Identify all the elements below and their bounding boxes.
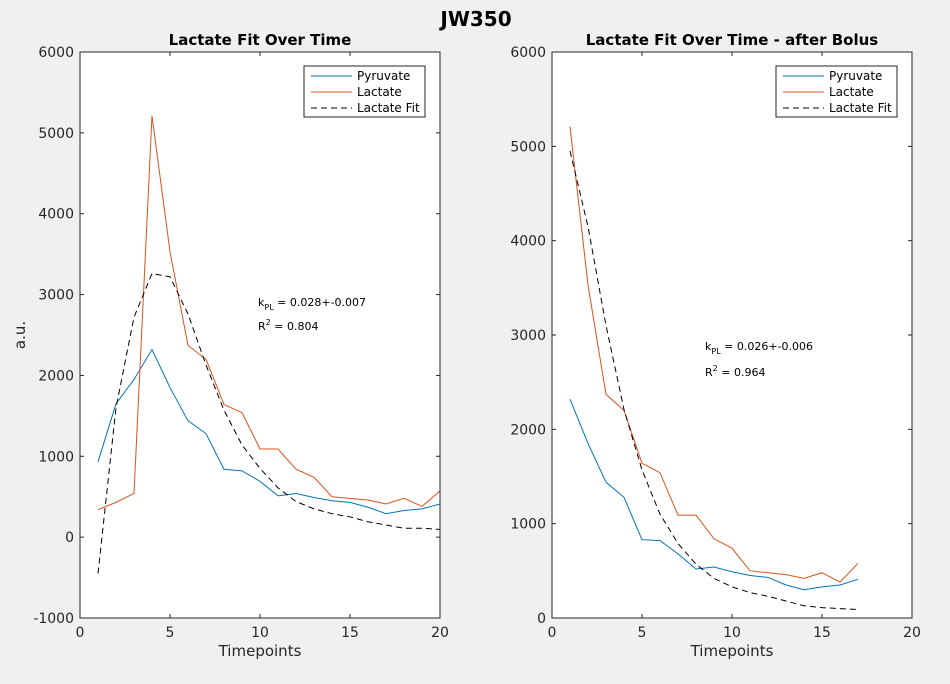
legend-entry: Pyruvate	[357, 69, 410, 83]
r2-annotation: R2 = 0.964	[705, 364, 765, 379]
series-line-pyruvate	[569, 398, 859, 591]
x-tick-label: 5	[638, 625, 647, 641]
chart-1: 0 5 10 15 20-10000100020003000400050006000La…	[11, 31, 449, 660]
kpl-subscript: PL	[264, 303, 274, 312]
legend: Pyruvate Lactate Lactate Fit	[303, 65, 426, 118]
x-tick-label: 0	[548, 625, 557, 641]
x-tick-label: 20	[903, 625, 921, 641]
r2-superscript: 2	[266, 318, 271, 327]
legend-entry: Pyruvate	[829, 69, 882, 83]
y-tick-label: 5000	[510, 139, 546, 155]
chart-2: 0 5 10 15 20 0 1000 2000 3000 4000 5000 6000 Lactate…	[510, 31, 921, 660]
y-axis-label: a.u.	[11, 321, 29, 349]
series-line-pyruvate	[97, 348, 440, 515]
r2-symbol: R	[705, 366, 713, 379]
r2-superscript: 2	[713, 364, 718, 373]
series-line-lactate	[569, 126, 859, 583]
y-tick-label: 4000	[38, 207, 74, 223]
chart-title: Lactate Fit Over Time	[169, 31, 352, 49]
legend-entry: Lactate	[357, 85, 402, 99]
plot-area	[552, 52, 912, 618]
y-tick-label: 0	[65, 530, 74, 546]
series-line-lactate	[97, 115, 440, 511]
y-tick-label: 4000	[510, 234, 546, 250]
r2-annotation: R2 = 0.804	[258, 318, 318, 333]
series-lines	[97, 115, 440, 574]
y-tick-label: -1000	[33, 611, 74, 627]
y-tick-label: 1000	[38, 449, 74, 465]
y-tick-label: 5000	[38, 126, 74, 142]
y-tick-label: 6000	[510, 45, 546, 61]
y-tick-label: 3000	[510, 328, 546, 344]
legend-entry: Lactate Fit	[829, 101, 892, 115]
legend: Pyruvate Lactate Lactate Fit	[775, 65, 898, 118]
kpl-annotation: kPL = 0.026+-0.006	[705, 340, 813, 356]
r2-value: = 0.964	[718, 366, 766, 379]
x-tick-label: 15	[341, 625, 359, 641]
y-tick-label: 1000	[510, 517, 546, 533]
x-tick-label: 15	[813, 625, 831, 641]
y-tick-label: 2000	[510, 422, 546, 438]
plot-area	[80, 52, 440, 618]
y-tick-label: 6000	[38, 45, 74, 61]
y-tick-label: 0	[537, 611, 546, 627]
legend-entry: Lactate Fit	[357, 101, 420, 115]
series-line-lactate-fit	[97, 272, 440, 574]
r2-symbol: R	[258, 320, 266, 333]
series-line-lactate-fit	[569, 150, 859, 611]
kpl-symbol: k	[705, 340, 712, 353]
legend-entry: Lactate	[829, 85, 874, 99]
x-tick-label: 10	[723, 625, 741, 641]
x-tick-label: 0	[76, 625, 85, 641]
kpl-value: = 0.026+-0.006	[721, 340, 813, 353]
figure-title: JW350	[438, 7, 511, 31]
y-tick-label: 3000	[38, 288, 74, 304]
x-tick-label: 10	[251, 625, 269, 641]
series-lines	[569, 126, 859, 611]
kpl-subscript: PL	[711, 347, 721, 356]
x-tick-label: 20	[431, 625, 449, 641]
x-axis-label: Timepoints	[690, 642, 774, 660]
x-tick-label: 5	[166, 625, 175, 641]
kpl-symbol: k	[258, 296, 265, 309]
y-tick-label: 2000	[38, 368, 74, 384]
kpl-annotation: kPL = 0.028+-0.007	[258, 296, 366, 312]
chart-title: Lactate Fit Over Time - after Bolus	[586, 31, 879, 49]
r2-value: = 0.804	[271, 320, 319, 333]
kpl-value: = 0.028+-0.007	[274, 296, 366, 309]
x-axis-label: Timepoints	[218, 642, 302, 660]
